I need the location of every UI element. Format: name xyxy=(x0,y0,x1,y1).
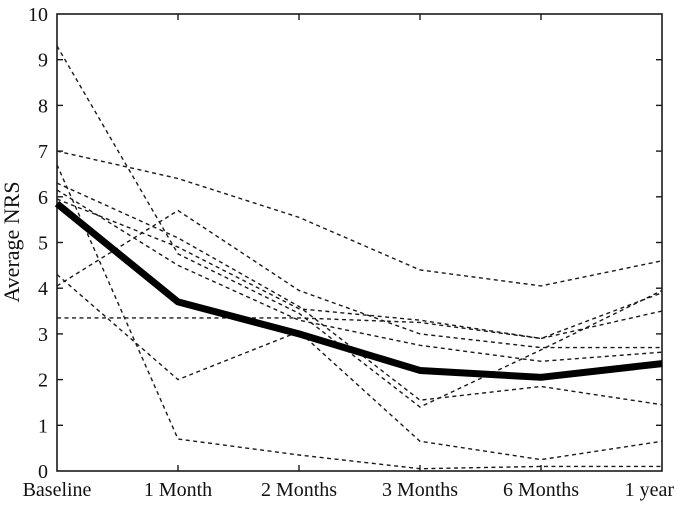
y-tick-label: 8 xyxy=(38,95,48,117)
patient-line xyxy=(56,45,663,408)
axis-box xyxy=(56,13,663,472)
patient-line xyxy=(56,164,662,470)
average-line xyxy=(54,200,663,381)
y-tick-label: 1 xyxy=(38,415,48,437)
plot-area: 0 1 2 3 4 5 6 7 8 9 10 Baseline 1 Month 2 Months 3 Mon… xyxy=(23,4,675,501)
patient-line xyxy=(56,150,663,287)
y-tick-label: 5 xyxy=(38,233,48,255)
y-tick-label: 3 xyxy=(38,324,48,346)
patient-line xyxy=(56,198,663,340)
patient-line xyxy=(57,292,663,340)
y-tick-label: 7 xyxy=(38,141,48,163)
x-tick-label: 6 Months xyxy=(503,479,579,501)
y-tick-label: 10 xyxy=(28,4,48,26)
x-tick-label: 2 Months xyxy=(261,479,337,501)
y-tick-label: 4 xyxy=(38,278,48,300)
x-tick-label: 1 Month xyxy=(144,479,212,501)
y-axis-title: Average NRS xyxy=(0,181,24,302)
x-tick-label: 3 Months xyxy=(382,479,458,501)
y-tick-label: 0 xyxy=(38,461,48,483)
patient-line xyxy=(56,189,663,363)
y-tick-label: 2 xyxy=(38,370,48,392)
y-tick-label: 9 xyxy=(38,50,48,72)
x-tick-label: 1 year xyxy=(625,479,675,501)
patient-line xyxy=(56,273,663,461)
y-tick-label: 6 xyxy=(38,187,48,209)
patient-line xyxy=(56,209,662,349)
x-tick-label: Baseline xyxy=(23,479,92,501)
